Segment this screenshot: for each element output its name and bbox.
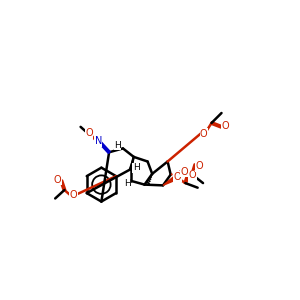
Text: N: N [94,136,102,146]
Text: O: O [174,172,182,182]
Text: O: O [70,190,77,200]
Polygon shape [163,177,175,185]
Text: O: O [54,175,61,185]
Text: O: O [195,161,203,171]
Text: O: O [221,121,229,131]
Text: H: H [124,179,131,188]
Text: H: H [114,141,121,150]
Text: O: O [200,129,208,139]
Text: O: O [85,128,93,138]
Text: O: O [188,170,196,180]
Text: O: O [181,167,188,176]
Text: H: H [133,163,140,172]
Polygon shape [130,157,134,169]
